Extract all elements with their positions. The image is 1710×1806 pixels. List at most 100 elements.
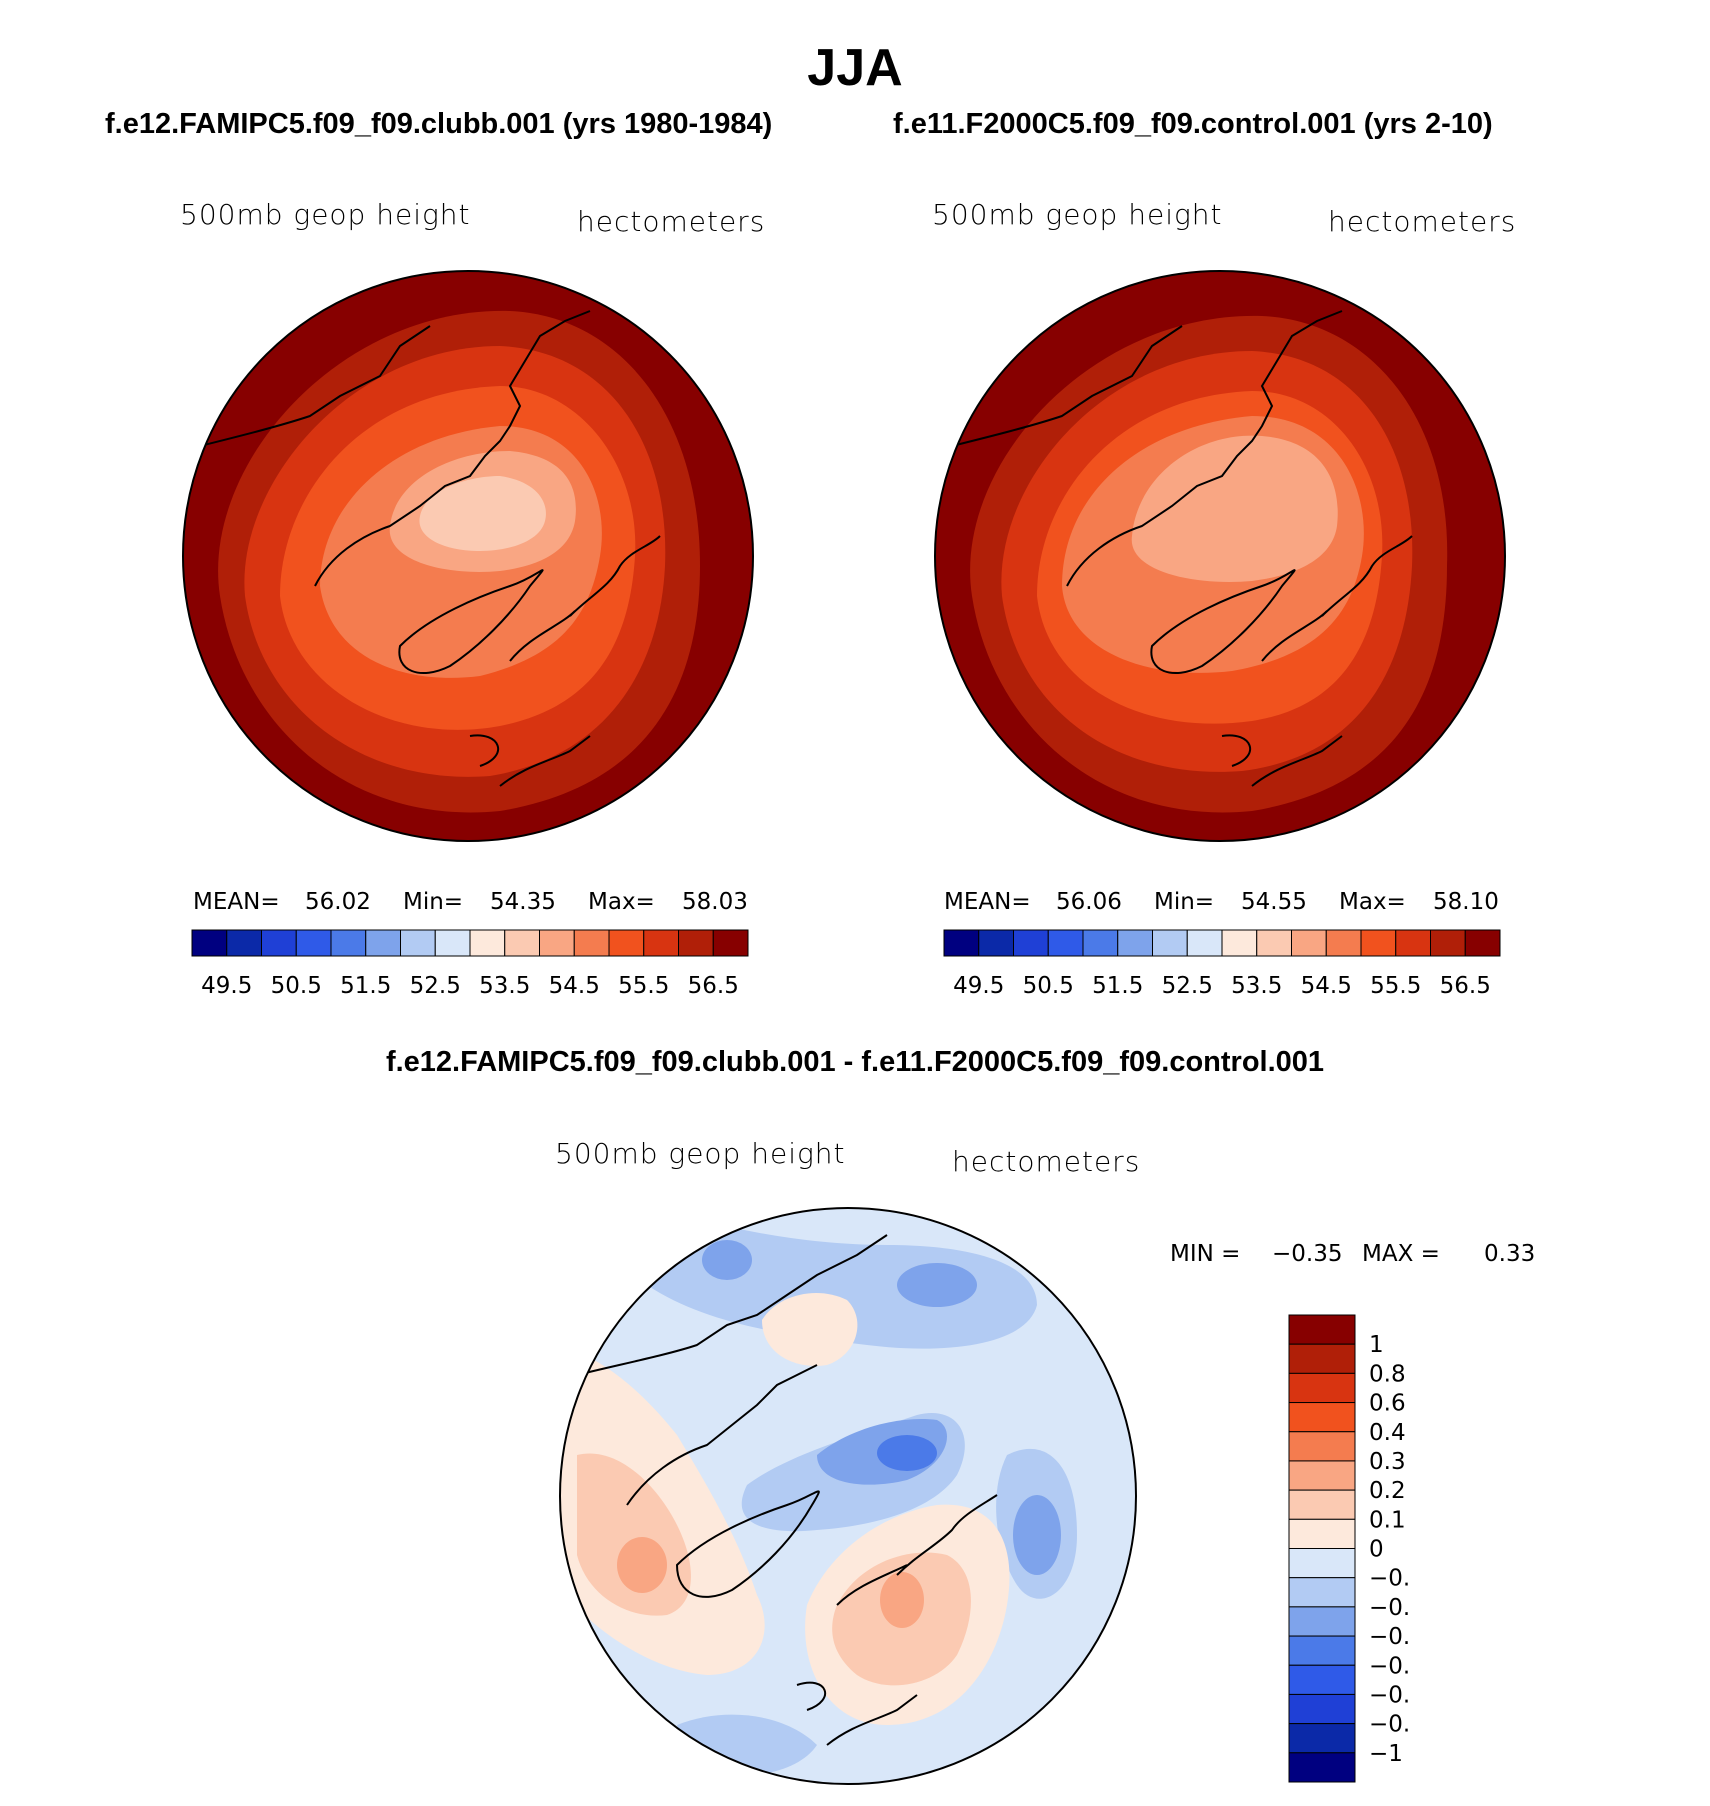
panel1-colorbar-tick-label: 53.5 [479,973,530,999]
panel1-coastline-scandinavia [509,535,661,662]
panel3-level-neg0.4-center [877,1435,937,1471]
panel1-colorbar-box [469,929,506,957]
panel1-colorbar-tick-label: 51.5 [340,973,391,999]
panel3-colorbar-box [1288,1548,1356,1579]
panel1-mean-value: 56.02 [305,889,371,915]
panel1-max-label: Max= [588,889,655,915]
panel1-units-label: hectometers [577,205,766,238]
panel2-colorbar-tick-label: 56.5 [1440,973,1491,999]
panel3-units-label: hectometers [952,1145,1141,1178]
case2-title: f.e11.F2000C5.f09_f09.control.001 (yrs 2… [893,108,1493,140]
panel1-max-value: 58.03 [682,889,748,915]
panel3-map [559,1207,1137,1785]
panel2-colorbar-box [1256,929,1292,957]
panel2-colorbar-box [1464,929,1501,957]
panel2-colorbar-box [1291,929,1327,957]
panel1-colorbar-box [226,929,262,957]
panel2-colorbar-tick-label: 50.5 [1023,973,1074,999]
panel2-colorbar-box [1152,929,1188,957]
panel2-coastline-greenland [1150,569,1296,675]
case1-title: f.e12.FAMIPC5.f09_f09.clubb.001 (yrs 198… [105,108,773,140]
panel2-colorbar-box [943,929,980,957]
panel2-colorbar: 49.5 50.5 51.5 52.5 53.5 54.5 55.5 56.5 [943,929,1501,999]
panel3-colorbar-tick-label: −0.8 [1369,1712,1410,1738]
panel3-colorbar-tick-label: 0.8 [1369,1361,1406,1387]
panel3-colorbar-tick-label: 1 [1369,1332,1384,1358]
panel3-colorbar-tick-label: 0.6 [1369,1391,1406,1417]
panel1-colorbar-box [295,929,332,957]
panel3-colorbar-tick-label: 0.1 [1369,1507,1406,1533]
panel2-colorbar-tick-label: 55.5 [1370,973,1421,999]
panel3-coastline-alaska [576,1234,888,1376]
panel2-level-54 [1131,435,1338,582]
panel3-colorbar-tick-label: 0.2 [1369,1478,1406,1504]
panel3-colorbar-tick-label: −0.3 [1369,1624,1410,1650]
panel2-colorbar-box [1117,929,1153,957]
panel3-level-neg0.3-north [702,1240,752,1280]
panel1-colorbar: 49.5 50.5 51.5 52.5 53.5 54.5 55.5 56.5 [191,929,749,999]
panel1-colorbar-box [330,929,367,957]
panel1-min-label: Min= [403,889,464,915]
panel3-level-0.3-west [617,1537,667,1593]
panel1-coastline-canada [314,310,591,587]
panel2-colorbar-box [1013,929,1049,957]
panel2-mean-label: MEAN= [944,889,1031,915]
panel3-level-neg0.3-east [1013,1495,1061,1575]
panel1-colorbar-box [504,929,540,957]
panel2-coastline-canada [1066,310,1343,587]
panel3-min-label: MIN = [1170,1241,1241,1267]
panel3-colorbar-box [1288,1314,1356,1345]
panel2-colorbar-box [1221,929,1258,957]
panel3-colorbar-box [1288,1635,1356,1666]
panel1-colorbar-box [678,929,714,957]
panel1-colorbar-box [573,929,610,957]
panel3-colorbar-tick-label: −0.2 [1369,1595,1410,1621]
panel1-map [182,270,754,842]
panel2-variable-label: 500mb geop height [932,198,1223,231]
panel3-colorbar-box [1288,1402,1356,1433]
panel1-coastline-alaska [199,325,431,447]
figure-title: JJA [807,39,903,97]
panel3-colorbar-box [1288,1606,1356,1637]
panel3-colorbar-box [1288,1489,1356,1520]
panel2-coastline-scandinavia [1261,535,1413,662]
panel2-colorbar-tick-label: 54.5 [1301,973,1352,999]
panel1-colorbar-box [365,929,401,957]
panel1-colorbar-tick-label: 50.5 [271,973,322,999]
panel2-coastline-alaska [951,325,1183,447]
panel2-colorbar-box [1395,929,1431,957]
panel3-colorbar-box [1288,1431,1356,1462]
panel2-map [934,270,1506,842]
panel1-variable-label: 500mb geop height [180,198,471,231]
panel3-colorbar-box [1288,1518,1356,1549]
panel2-colorbar-box [1082,929,1119,957]
panel2-colorbar-box [1430,929,1466,957]
panel3-level-neg0.2-north [647,1208,1037,1349]
panel1-mean-label: MEAN= [193,889,280,915]
panel3-variable-label: 500mb geop height [555,1137,846,1170]
panel1-colorbar-box [434,929,471,957]
panel1-coastline-greenland [398,569,544,675]
panel3-colorbar-tick-label: −1 [1369,1741,1403,1767]
panel3-max-label: MAX = [1362,1241,1440,1267]
panel1-colorbar-box [400,929,436,957]
panel2-max-label: Max= [1339,889,1406,915]
panel2-colorbar-box [1325,929,1362,957]
panel2-min-value: 54.55 [1241,889,1307,915]
panel3-colorbar-tick-label: −0.1 [1369,1566,1410,1592]
panel2-coastline-europe [1221,734,1343,787]
panel3-colorbar-box [1288,1664,1356,1695]
panel3-map-boundary [559,1207,1137,1785]
panel3-max-value: 0.33 [1484,1241,1536,1267]
panel2-colorbar-tick-label: 49.5 [953,973,1004,999]
panel3-colorbar-tick-label: −0.4 [1369,1653,1410,1679]
panel2-max-value: 58.10 [1433,889,1499,915]
panel3-coastline-greenland [675,1490,820,1598]
panel2-colorbar-box [1047,929,1084,957]
panel1-coastline-europe [469,734,591,787]
panel2-colorbar-tick-label: 53.5 [1231,973,1282,999]
panel3-colorbar-box [1288,1343,1356,1374]
panel1-colorbar-box [712,929,749,957]
panel1-colorbar-box [643,929,679,957]
panel1-colorbar-tick-label: 54.5 [549,973,600,999]
